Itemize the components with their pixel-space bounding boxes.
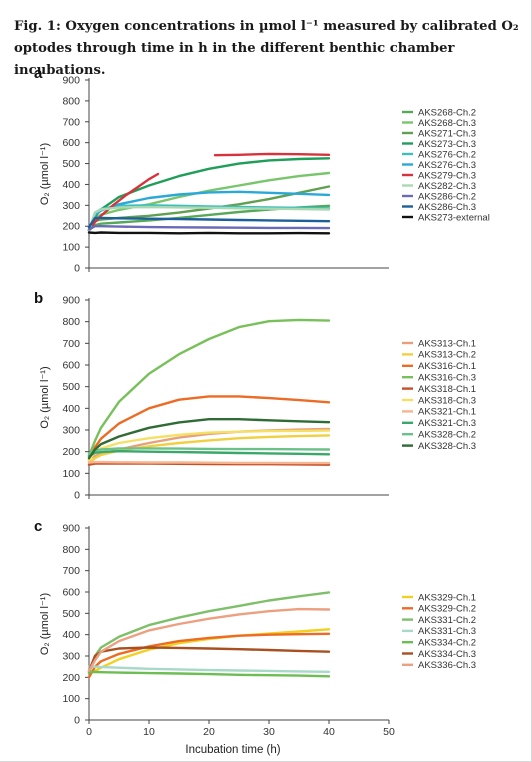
- x-tick-label: 10: [143, 726, 155, 738]
- series-line-AKS321-Ch.1: [87, 460, 331, 465]
- legend-entry: AKS328-Ch.3: [418, 441, 476, 452]
- legend-entry: AKS286-Ch.3: [418, 202, 476, 213]
- y-tick-label: 500: [62, 381, 80, 393]
- panel-label-c: c: [34, 518, 42, 535]
- y-tick-label: 300: [62, 651, 80, 663]
- series-line-AKS276-Ch.3: [87, 190, 331, 232]
- x-tick-label: 0: [86, 726, 92, 738]
- y-tick-label: 600: [62, 137, 80, 149]
- legend-entry: AKS318-Ch.3: [418, 395, 476, 406]
- y-tick-label: 700: [62, 116, 80, 128]
- legend-entry: AKS313-Ch.1: [418, 338, 476, 349]
- series-line-AKS321-Ch.3: [87, 450, 331, 458]
- legend-entry: AKS268-Ch.2: [418, 107, 476, 118]
- y-tick-label: 400: [62, 179, 80, 191]
- series-line-AKS279-Ch.3: [213, 152, 331, 157]
- y-tick-label: 800: [62, 544, 80, 556]
- y-axis-label: O₂ (µmol l⁻¹): [39, 143, 51, 205]
- y-tick-label: 200: [62, 446, 80, 458]
- series-line-AKS331-Ch.3: [87, 665, 331, 673]
- series-line-AKS334-Ch.2: [87, 670, 331, 678]
- legend-entry: AKS334-Ch.3: [418, 649, 476, 660]
- series-line-AKS282-Ch.3: [87, 205, 331, 232]
- x-tick-label: 20: [203, 726, 215, 738]
- series-line-AKS279-Ch.3: [87, 172, 160, 232]
- panel-label-b: b: [34, 290, 43, 307]
- y-tick-label: 100: [62, 468, 80, 480]
- x-tick-label: 40: [323, 726, 335, 738]
- figure-caption: Fig. 1: Oxygen concentrations in µmol l⁻…: [14, 19, 519, 78]
- legend-entry: AKS273-Ch.3: [418, 139, 476, 150]
- legend-entry: AKS328-Ch.2: [418, 430, 476, 441]
- series-line-AKS329-Ch.1: [87, 628, 331, 675]
- series-line-AKS328-Ch.3: [87, 418, 331, 460]
- y-tick-label: 900: [62, 523, 80, 535]
- legend-entry: AKS318-Ch.1: [418, 384, 476, 395]
- series-line-AKS336-Ch.3: [87, 607, 331, 673]
- y-tick-label: 0: [74, 263, 80, 275]
- series-line-AKS271-Ch.3: [87, 185, 331, 232]
- y-tick-label: 500: [62, 158, 80, 170]
- y-tick-label: 700: [62, 338, 80, 350]
- series-line-AKS316-Ch.3: [87, 318, 331, 458]
- y-tick-label: 900: [62, 295, 80, 307]
- legend-entry: AKS279-Ch.3: [418, 170, 476, 181]
- x-tick-label: 30: [263, 726, 275, 738]
- y-axis-label: O₂ (µmol l⁻¹): [39, 593, 51, 655]
- legend-entry: AKS316-Ch.1: [418, 361, 476, 372]
- legend-entry: AKS276-Ch.3: [418, 160, 476, 171]
- y-tick-label: 800: [62, 316, 80, 328]
- series-line-AKS268-Ch.3: [87, 171, 331, 232]
- y-tick-label: 500: [62, 608, 80, 620]
- legend-entry: AKS282-Ch.3: [418, 181, 476, 192]
- series-line-AKS329-Ch.2: [87, 632, 331, 679]
- y-tick-label: 100: [62, 693, 80, 705]
- x-axis-label: Incubation time (h): [185, 744, 280, 756]
- y-tick-label: 300: [62, 200, 80, 212]
- legend-entry: AKS329-Ch.2: [418, 604, 476, 615]
- y-tick-label: 0: [74, 715, 80, 727]
- y-tick-label: 800: [62, 95, 80, 107]
- y-tick-label: 100: [62, 242, 80, 254]
- legend-entry: AKS286-Ch.2: [418, 191, 476, 202]
- series-line-AKS286-Ch.2: [87, 225, 331, 231]
- y-tick-label: 600: [62, 360, 80, 372]
- legend-entry: AKS271-Ch.3: [418, 128, 476, 139]
- series-line-AKS313-Ch.2: [87, 434, 331, 464]
- legend-entry: AKS268-Ch.3: [418, 118, 476, 129]
- legend-entry: AKS276-Ch.2: [418, 149, 476, 160]
- y-tick-label: 400: [62, 403, 80, 415]
- legend-entry: AKS321-Ch.1: [418, 407, 476, 418]
- legend-entry: AKS329-Ch.1: [418, 592, 476, 603]
- legend-entry: AKS321-Ch.3: [418, 418, 476, 429]
- series-line-AKS286-Ch.3: [87, 216, 331, 229]
- series-line-AKS331-Ch.2: [87, 591, 331, 675]
- legend-entry: AKS273-external: [418, 212, 490, 223]
- y-tick-label: 600: [62, 587, 80, 599]
- legend-entry: AKS331-Ch.2: [418, 615, 476, 626]
- legend-entry: AKS336-Ch.3: [418, 660, 476, 671]
- y-tick-label: 200: [62, 672, 80, 684]
- legend-entry: AKS313-Ch.2: [418, 350, 476, 361]
- y-tick-label: 200: [62, 221, 80, 233]
- series-line-AKS316-Ch.1: [87, 395, 331, 462]
- series-line-AKS273-external: [87, 231, 331, 235]
- series-line-AKS318-Ch.1: [87, 462, 331, 466]
- legend-entry: AKS334-Ch.2: [418, 638, 476, 649]
- y-tick-label: 700: [62, 565, 80, 577]
- series-line-AKS328-Ch.2: [87, 447, 331, 455]
- y-tick-label: 900: [62, 75, 80, 87]
- legend-entry: AKS316-Ch.3: [418, 373, 476, 384]
- y-axis-label: O₂ (µmol l⁻¹): [39, 366, 51, 428]
- panel-label-a: a: [34, 65, 43, 82]
- legend-entry: AKS331-Ch.3: [418, 626, 476, 637]
- x-tick-label: 50: [383, 726, 395, 738]
- y-tick-label: 0: [74, 490, 80, 502]
- y-tick-label: 300: [62, 425, 80, 437]
- y-tick-label: 400: [62, 629, 80, 641]
